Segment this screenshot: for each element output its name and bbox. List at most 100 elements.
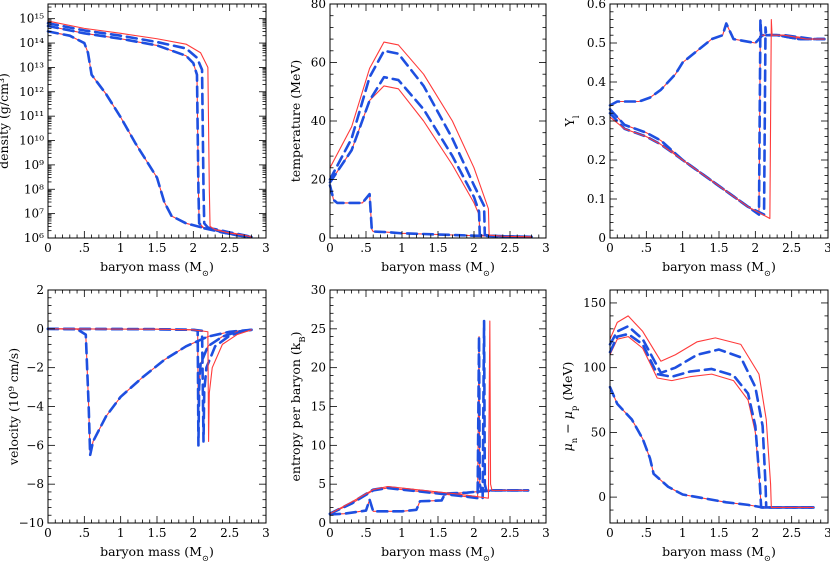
chem-potential-xtick-label: 0 bbox=[606, 526, 614, 540]
ye-ytick-label: 0.4 bbox=[587, 75, 606, 89]
entropy-series-t2-dashed bbox=[328, 319, 530, 515]
ylabel-sub: l bbox=[572, 115, 582, 118]
xlabel-close: ) bbox=[771, 544, 776, 559]
density-series-t1-dashed bbox=[46, 24, 253, 239]
temperature-series-initial-thin bbox=[329, 184, 533, 238]
xlabel-unit: M bbox=[751, 544, 764, 559]
density-xtick-label: 2 bbox=[190, 241, 198, 255]
xlabel-text: baryon mass bbox=[100, 544, 180, 559]
entropy-ytick-label: 25 bbox=[311, 322, 326, 336]
entropy-series-t1-thin bbox=[329, 336, 529, 515]
ye-ytick-label: 0.3 bbox=[587, 114, 606, 128]
temperature-series-t2-dashed bbox=[328, 49, 533, 239]
chem-potential-series-initial-thin bbox=[609, 386, 815, 509]
chem-potential-series-t1-dashed bbox=[608, 332, 815, 509]
density-ytick-label: 10⁷ bbox=[24, 207, 44, 221]
ye-xtick-label: 2.5 bbox=[782, 241, 801, 255]
density-series-t2-dashed bbox=[46, 21, 253, 239]
velocity-series-t3-thin bbox=[47, 328, 253, 443]
entropy-xtick-label: .5 bbox=[360, 526, 371, 540]
density-series-t1-thin bbox=[47, 25, 253, 238]
temperature-ytick-label: 80 bbox=[311, 0, 326, 11]
ye-xtick-label: 1.5 bbox=[709, 241, 728, 255]
density-ytick-label: 10¹² bbox=[19, 85, 44, 99]
velocity-ytick-label: 0 bbox=[36, 322, 44, 336]
ylabel-text: temperature (MeV) bbox=[288, 60, 303, 183]
velocity-xtick-label: .5 bbox=[79, 526, 90, 540]
ye-xtick-label: 1 bbox=[679, 241, 687, 255]
xlabel-unit: M bbox=[189, 544, 202, 559]
velocity-ytick-label: −2 bbox=[26, 361, 44, 375]
temperature-ytick-label: 60 bbox=[311, 56, 326, 70]
chem-potential-series-t1-thin bbox=[609, 336, 815, 509]
ye-series-t2-dashed bbox=[608, 26, 826, 216]
velocity-xtick-label: 0 bbox=[44, 526, 52, 540]
velocity-xtick-label: 1 bbox=[117, 526, 125, 540]
density-xtick-label: 0 bbox=[44, 241, 52, 255]
chem-potential-xtick-label: .5 bbox=[641, 526, 652, 540]
xlabel-close: ) bbox=[490, 544, 495, 559]
temperature-xtick-label: 1 bbox=[398, 241, 406, 255]
velocity-ytick-label: 2 bbox=[36, 283, 44, 297]
xlabel-text: baryon mass bbox=[100, 259, 180, 274]
xlabel-close: ) bbox=[209, 259, 214, 274]
density-ytick-label: 10¹⁴ bbox=[19, 36, 44, 50]
xlabel-close: ) bbox=[209, 544, 214, 559]
chem-potential-ytick-label: 0 bbox=[598, 490, 606, 504]
density-xtick-label: 2.5 bbox=[220, 241, 239, 255]
chem-potential-series-t3-thin bbox=[609, 315, 815, 509]
velocity-xtick-label: 2 bbox=[190, 526, 198, 540]
ye-xlabel: baryon mass (M⊙) bbox=[662, 259, 776, 279]
entropy-series-t1-dashed bbox=[328, 335, 530, 515]
ylabel-mu-n-sub: n bbox=[570, 437, 580, 443]
entropy-xtick-label: 2.5 bbox=[500, 526, 519, 540]
chem-potential-frame bbox=[609, 289, 829, 524]
xlabel-unit-sub: ⊙ bbox=[483, 269, 490, 279]
ylabel-minus: − bbox=[560, 423, 575, 433]
xlabel-unit-sub: ⊙ bbox=[202, 269, 209, 279]
entropy-xtick-label: 0 bbox=[326, 526, 334, 540]
temperature-series-t1-thin bbox=[329, 85, 533, 238]
chem-potential-xtick-label: 2 bbox=[752, 526, 760, 540]
ylabel-end: ) bbox=[288, 332, 303, 337]
chem-potential-xtick-label: 2.5 bbox=[782, 526, 801, 540]
chem-potential-xtick-label: 1.5 bbox=[709, 526, 728, 540]
temperature-xtick-label: 3 bbox=[542, 241, 550, 255]
xlabel-text: baryon mass bbox=[662, 259, 742, 274]
entropy-ylabel: entropy per baryon (kB) bbox=[288, 332, 308, 482]
temperature-xtick-label: 0 bbox=[326, 241, 334, 255]
xlabel-open: ( bbox=[180, 544, 189, 559]
xlabel-unit-sub: ⊙ bbox=[764, 554, 771, 564]
chem-potential-ytick-label: 50 bbox=[591, 425, 606, 439]
temperature-ytick-label: 40 bbox=[311, 114, 326, 128]
entropy-xlabel: baryon mass (M⊙) bbox=[381, 544, 495, 564]
entropy-xtick-label: 1 bbox=[398, 526, 406, 540]
ye-ytick-label: 0.2 bbox=[587, 153, 606, 167]
density-xtick-label: .5 bbox=[79, 241, 90, 255]
ye-series-t3-thin bbox=[609, 19, 825, 220]
xlabel-unit-sub: ⊙ bbox=[202, 554, 209, 564]
entropy-xtick-label: 2 bbox=[470, 526, 478, 540]
ye-xtick-label: 2 bbox=[752, 241, 760, 255]
velocity-xlabel: baryon mass (M⊙) bbox=[100, 544, 214, 564]
ye-ytick-label: 0.6 bbox=[587, 0, 606, 11]
xlabel-unit: M bbox=[189, 259, 202, 274]
ye-ylabel: Yl bbox=[562, 115, 582, 127]
temperature-ytick-label: 20 bbox=[311, 173, 326, 187]
entropy-ytick-label: 0 bbox=[318, 516, 326, 530]
xlabel-unit-sub: ⊙ bbox=[483, 554, 490, 564]
ye-xtick-label: .5 bbox=[641, 241, 652, 255]
chem-potential-ylabel: μn−μp(MeV) bbox=[560, 362, 580, 452]
temperature-xtick-label: 1.5 bbox=[428, 241, 447, 255]
density-ytick-label: 10⁹ bbox=[24, 158, 44, 172]
xlabel-unit: M bbox=[751, 259, 764, 274]
xlabel-open: ( bbox=[742, 544, 751, 559]
temperature-ytick-label: 0 bbox=[318, 231, 326, 245]
xlabel-open: ( bbox=[742, 259, 751, 274]
velocity-xtick-label: 3 bbox=[262, 526, 270, 540]
xlabel-unit: M bbox=[470, 259, 483, 274]
ylabel-mu-n: μ bbox=[560, 443, 575, 451]
entropy-xtick-label: 3 bbox=[542, 526, 550, 540]
xlabel-unit: M bbox=[470, 544, 483, 559]
